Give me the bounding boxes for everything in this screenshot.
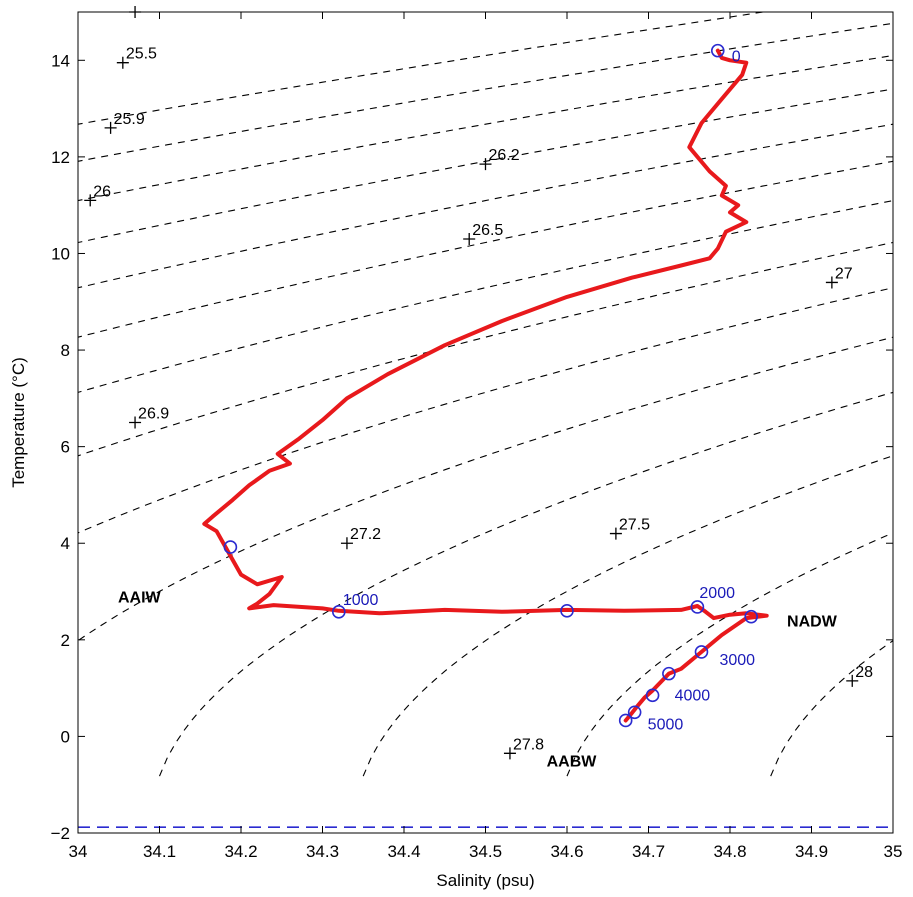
isopycnal-label: 28 [855,664,873,681]
isopycnal-line [78,12,767,125]
y-tick-label: 10 [51,244,70,263]
isopycnal-marker [479,158,492,171]
x-tick-label: 34.3 [306,842,339,861]
isopycnal-label: 26.5 [472,222,503,239]
isopycnal-line [78,200,893,393]
x-tick-label: 35 [884,842,903,861]
depth-label: 4000 [675,687,711,704]
y-axis-title: Temperature (°C) [9,357,28,488]
isopycnal-marker [340,537,353,550]
isopycnal-marker [503,747,516,760]
depth-label: 2000 [699,585,735,602]
isopycnal-line [78,241,893,457]
isopycnal-marker [116,56,129,69]
isopycnal-marker [104,121,117,134]
isopycnal-label: 25.5 [126,46,157,63]
depth-marker [560,604,574,618]
y-tick-label: 4 [61,534,70,553]
isopycnal-label: 26 [93,183,111,200]
depth-marker [744,609,758,624]
profile-line [202,48,769,723]
x-tick-label: 34.8 [713,842,746,861]
isopycnal-line [78,160,893,338]
temperature-salinity-profile [202,48,769,723]
x-tick-label: 34 [69,842,88,861]
water-mass-label: AABW [547,754,598,771]
isopycnal-marker [609,527,622,540]
isopycnal-line [158,391,893,777]
depth-marker [662,666,676,681]
x-tick-label: 34.6 [550,842,583,861]
isopycnal-label: 26.2 [489,147,520,164]
x-tick-label: 34.4 [387,842,420,861]
isopycnal-line [78,54,893,202]
isopycnal-label: 26.9 [138,406,169,423]
x-axis-ticks: 34 34.1 34.2 34.3 34.4 34.5 34.6 34.7 34.8 34.9 35 [69,12,903,861]
isopycnal-line [362,455,893,777]
isopycnal-marker [825,276,838,289]
x-axis-title: Salinity (psu) [436,871,534,890]
depth-marker [627,705,642,720]
depth-label: 0 [732,49,741,66]
depth-label: 5000 [648,716,684,733]
depth-marker [223,540,238,554]
isopycnal-label: 27.2 [350,526,381,543]
isopycnal-line [770,640,893,777]
isopycnal-marker [129,416,142,429]
y-tick-label: 0 [61,727,70,746]
isopycnal-label: 27.5 [619,517,650,534]
depth-label: 1000 [343,592,379,609]
y-axis-ticks: −2 0 2 4 6 8 10 12 14 [51,51,893,843]
y-tick-label: 8 [61,341,70,360]
x-tick-label: 34.9 [795,842,828,861]
isopycnal-label: 25.9 [114,111,145,128]
isopycnal-marker [463,232,476,245]
y-tick-label: 14 [51,51,70,70]
depth-marker [645,688,660,703]
isopycnal-line [78,22,893,162]
depth-marker [331,605,346,619]
depth-marker [618,713,633,728]
x-tick-label: 34.5 [469,842,502,861]
isopycnal-marker [84,194,97,207]
depth-label: 3000 [719,652,755,669]
isopycnal-label: 27.8 [513,736,544,753]
depth-marker [694,645,709,659]
depth-markers: 0 1000 2000 3000 4000 5000 [223,43,758,733]
y-tick-label: 12 [51,148,70,167]
x-tick-label: 34.1 [143,842,176,861]
isopycnal-line [78,336,893,642]
y-tick-label: −2 [51,824,70,843]
water-mass-label: AAIW [118,589,162,606]
x-tick-label: 34.2 [224,842,257,861]
x-tick-label: 34.7 [632,842,665,861]
water-mass-labels: AAIW NADW AABW [118,589,838,770]
isopycnal-marker [846,674,859,687]
isopycnal-line [78,123,893,289]
depth-marker [710,43,725,58]
isopycnal-line [566,532,893,777]
y-tick-label: 2 [61,631,70,650]
water-mass-label: NADW [787,614,838,631]
isopycnal-label: 27 [835,265,853,282]
y-tick-label: 6 [61,438,70,457]
isopycnal-labels: 25.5 25.9 26 26.2 26.5 27 26.9 27.2 27.5 27.8 28 [84,6,873,760]
isopycnal-line [78,287,893,534]
isopycnal-lines [78,12,893,777]
depth-marker [690,600,705,614]
